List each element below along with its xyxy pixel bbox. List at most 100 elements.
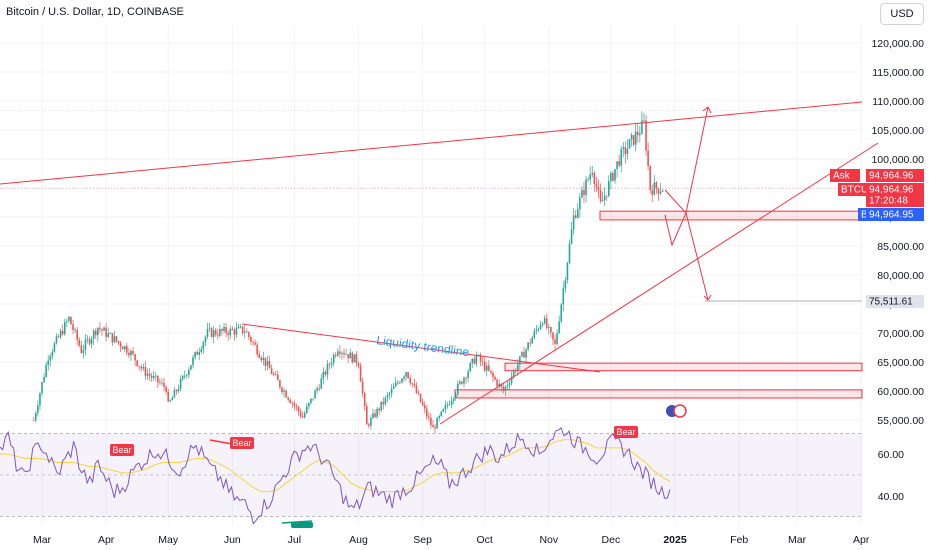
time-tick-label: Sep [413,534,432,546]
candle-body [295,405,298,407]
candle-body [471,358,474,364]
candle-body [363,393,366,407]
rsi-pane: Bear Bear Bear [0,426,862,528]
candle-body [521,352,523,357]
candle-body [618,161,620,166]
candle-body [570,229,573,244]
candle-body [225,326,227,334]
candle-body [370,417,372,426]
candle-body [599,190,602,202]
candle-body [101,329,103,331]
candle-body [585,179,587,196]
candle-body [388,393,391,396]
candle-body [614,169,616,181]
candle-body [188,369,190,376]
candle-body [138,365,141,367]
candle-body [434,427,436,429]
candle-body [508,383,511,386]
candle-body [115,336,118,342]
candle-body [134,354,136,361]
time-tick-label: Aug [349,534,368,546]
candle-body [454,394,457,399]
candle-body [63,322,66,335]
candle-body [194,352,196,358]
candle-body [229,328,232,336]
candle-body [157,375,159,383]
bar-countdown: 17:20:48 [869,196,908,207]
candle-body [109,333,112,334]
currency-button[interactable]: USD [880,3,924,25]
candle-body [461,381,463,384]
candle-body [312,398,314,400]
price-axis[interactable]: 55,000.0060,000.0065,000.0070,000.0075,0… [871,38,924,503]
candle-body [144,366,147,376]
candle-body [653,182,656,195]
candle-body [634,131,637,145]
candle-body [382,401,385,405]
candle-body [492,372,494,377]
candle-body [277,374,279,381]
arrowhead [702,106,712,114]
candle-body [148,373,151,376]
candle-body [531,337,534,344]
candle-body [161,382,163,384]
time-axis[interactable]: Mar Apr May Jun Jul Aug Sep Oct Nov Dec 2025 Feb Mar… [33,534,870,546]
candle-body [504,386,507,391]
candle-body [208,328,211,330]
candle-body [223,326,225,331]
candle-body [159,382,161,384]
candle-body [212,330,215,337]
candle-body [481,361,484,363]
candle-body [597,186,600,191]
candle-body [550,327,552,333]
candle-body [643,120,645,122]
candle-body [622,147,625,150]
candle-body [183,375,186,377]
candle-body [401,378,403,383]
candle-body [430,417,432,426]
candle-body [117,341,120,343]
candle-body [527,342,529,350]
candle-body [252,341,254,343]
candle-body [659,191,662,194]
candle-body [57,336,60,338]
candle-body [248,332,250,337]
candle-body [41,382,43,394]
price-tick-label: 100,000.00 [871,154,924,166]
candle-body [601,200,604,202]
candle-body [78,339,81,346]
candle-body [374,413,376,417]
time-tick-label: Feb [730,534,748,546]
candle-body [576,209,579,218]
candle-body [119,342,122,347]
rsi-tick-label: 60.00 [878,449,904,461]
candle-body [624,147,627,154]
bid-value-bg [866,208,924,221]
candle-body [123,346,126,350]
candle-body [456,383,459,395]
candle-body [235,328,238,335]
candle-body [425,408,428,417]
candle-body [219,329,221,336]
candle-body [308,402,310,407]
ask-value-bg [866,169,924,182]
candle-body [628,139,631,149]
candle-body [579,197,581,210]
candle-body [186,375,188,376]
candle-body [181,375,184,379]
price-zone [454,389,863,399]
candle-body [655,182,658,189]
candle-body [587,179,589,181]
candle-body [206,329,209,337]
candle-body [442,408,445,412]
candle-body [641,120,643,134]
time-tick-label: Mar [33,534,52,546]
candle-body [436,417,438,429]
candle-body [502,386,505,391]
candle-body [51,351,54,357]
candle-body [196,352,198,355]
candle-body [39,393,41,406]
candle-body [616,161,618,170]
candle-body [334,354,337,356]
